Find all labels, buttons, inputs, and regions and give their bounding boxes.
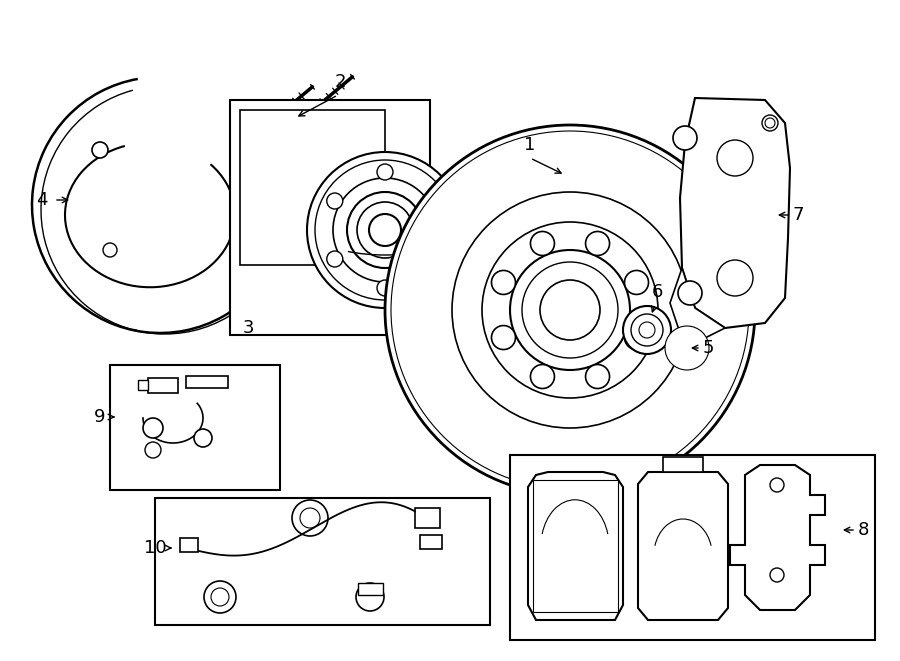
Circle shape (452, 192, 688, 428)
Circle shape (677, 338, 697, 358)
Polygon shape (638, 472, 728, 620)
Bar (510, 455, 875, 640)
Circle shape (665, 326, 709, 370)
Circle shape (770, 478, 784, 492)
Circle shape (673, 126, 697, 150)
Circle shape (717, 140, 753, 176)
Circle shape (522, 262, 618, 358)
Bar (533, 480, 618, 612)
Polygon shape (730, 465, 825, 610)
Bar (148, 378, 178, 393)
Bar (230, 100, 430, 335)
Polygon shape (671, 330, 703, 366)
Circle shape (530, 231, 554, 256)
Circle shape (762, 115, 778, 131)
Text: 4: 4 (36, 191, 48, 209)
Circle shape (333, 178, 437, 282)
Circle shape (491, 270, 516, 294)
Text: 1: 1 (525, 136, 535, 154)
Circle shape (717, 260, 753, 296)
Circle shape (765, 118, 775, 128)
Circle shape (300, 508, 320, 528)
Circle shape (143, 418, 163, 438)
Text: 2: 2 (334, 73, 346, 91)
Text: 8: 8 (858, 521, 869, 539)
Circle shape (327, 193, 343, 209)
Text: 10: 10 (144, 539, 166, 557)
Circle shape (530, 364, 554, 389)
Circle shape (92, 142, 108, 158)
Circle shape (377, 280, 393, 296)
Bar (420, 535, 442, 549)
Polygon shape (528, 472, 623, 620)
Text: 9: 9 (94, 408, 106, 426)
Bar (240, 110, 385, 265)
Circle shape (194, 429, 212, 447)
Bar (155, 498, 490, 625)
Circle shape (770, 568, 784, 582)
Circle shape (586, 231, 609, 256)
Circle shape (639, 322, 655, 338)
Circle shape (103, 243, 117, 257)
Text: 5: 5 (703, 339, 715, 357)
Circle shape (428, 251, 443, 267)
Circle shape (145, 442, 161, 458)
Bar (663, 457, 703, 472)
Circle shape (385, 125, 755, 495)
Circle shape (625, 326, 649, 350)
Circle shape (327, 251, 343, 267)
Bar (186, 376, 228, 388)
Bar (138, 380, 148, 390)
Circle shape (315, 160, 455, 300)
Circle shape (510, 250, 630, 370)
Circle shape (292, 500, 328, 536)
Circle shape (586, 364, 609, 389)
Circle shape (540, 280, 600, 340)
Bar (180, 538, 198, 552)
Circle shape (204, 581, 236, 613)
Circle shape (307, 152, 463, 308)
Polygon shape (680, 98, 790, 328)
Circle shape (391, 131, 749, 489)
Text: 7: 7 (793, 206, 805, 224)
Circle shape (356, 583, 384, 611)
Circle shape (482, 222, 658, 398)
Circle shape (377, 164, 393, 180)
Bar (415, 508, 440, 528)
Circle shape (369, 214, 401, 246)
Circle shape (357, 202, 413, 258)
Polygon shape (670, 268, 725, 338)
Circle shape (631, 314, 663, 346)
Text: 6: 6 (652, 283, 662, 301)
Circle shape (678, 281, 702, 305)
Circle shape (428, 193, 443, 209)
Circle shape (347, 192, 423, 268)
Bar (358, 583, 383, 595)
Bar (110, 365, 280, 490)
Circle shape (211, 588, 229, 606)
Circle shape (623, 306, 671, 354)
Circle shape (491, 326, 516, 350)
Text: 3: 3 (242, 319, 254, 337)
Circle shape (625, 270, 649, 294)
